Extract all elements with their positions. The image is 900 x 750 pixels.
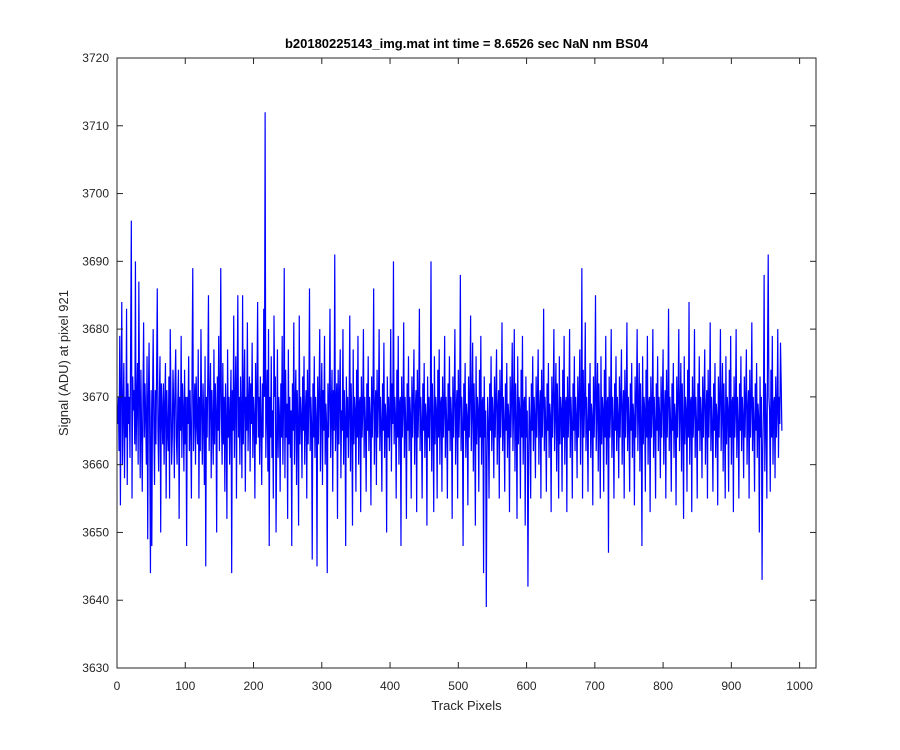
y-tick-label: 3690 xyxy=(82,254,109,268)
y-tick-label: 3660 xyxy=(82,458,109,472)
y-tick-label: 3700 xyxy=(82,187,109,201)
y-tick-label: 3650 xyxy=(82,525,109,539)
y-tick-label: 3680 xyxy=(82,322,109,336)
y-axis-label: Signal (ADU) at pixel 921 xyxy=(56,290,71,436)
axes-box xyxy=(116,57,817,669)
x-axis-label: Track Pixels xyxy=(431,698,502,713)
x-tick-label: 1000 xyxy=(786,679,813,693)
series-line-1 xyxy=(117,112,783,608)
x-tick-label: 0 xyxy=(114,679,121,693)
x-tick-label: 200 xyxy=(244,679,264,693)
axes: 0 100 200 300 400 500 600 700 800 900 1000 3630 3640… xyxy=(82,51,817,693)
x-tick-label: 800 xyxy=(653,679,673,693)
y-tick-label: 3670 xyxy=(82,390,109,404)
x-tick-label: 500 xyxy=(448,679,468,693)
x-tick-label: 700 xyxy=(585,679,605,693)
y-tick-label: 3630 xyxy=(82,661,109,675)
x-tick-label: 900 xyxy=(721,679,741,693)
x-tick-label: 400 xyxy=(380,679,400,693)
x-tick-label: 100 xyxy=(175,679,195,693)
x-tick-label: 600 xyxy=(517,679,537,693)
chart-title: b20180225143_img.mat int time = 8.6526 s… xyxy=(285,36,649,51)
y-tick-label: 3720 xyxy=(82,51,109,65)
plot-area xyxy=(117,58,816,668)
y-tick-label: 3710 xyxy=(82,119,109,133)
y-tick-label: 3640 xyxy=(82,593,109,607)
plot-data-layer xyxy=(117,112,783,608)
x-tick-label: 300 xyxy=(312,679,332,693)
